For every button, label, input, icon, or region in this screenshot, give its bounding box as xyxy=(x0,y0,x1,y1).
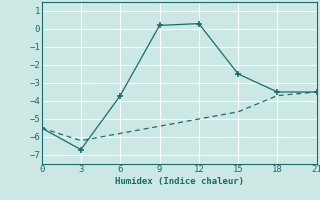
X-axis label: Humidex (Indice chaleur): Humidex (Indice chaleur) xyxy=(115,177,244,186)
